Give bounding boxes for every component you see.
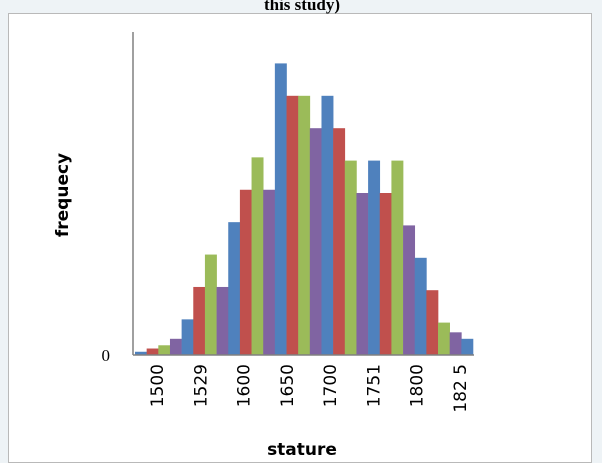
histogram-bar — [204, 254, 217, 355]
histogram-bar — [403, 225, 416, 355]
histogram-bar — [344, 160, 357, 355]
histogram-bar — [263, 189, 276, 355]
histogram-bar — [321, 95, 334, 356]
histogram-bar — [169, 338, 182, 355]
histogram-bar — [251, 157, 264, 355]
histogram-bar — [228, 222, 241, 355]
x-tick-label: 1751 — [364, 364, 384, 407]
y-tick-label: 0 — [102, 346, 111, 365]
histogram-bar — [239, 189, 252, 355]
bar-group — [135, 63, 474, 356]
histogram-bar — [333, 128, 346, 355]
histogram-bar — [391, 160, 404, 355]
histogram-bar — [461, 338, 474, 355]
y-axis-title: frequecy — [53, 153, 73, 237]
histogram-bar — [309, 128, 322, 355]
x-tick-labels: 1500 1529 1600 1650 1700 1751 1800 182 5 — [148, 364, 471, 413]
histogram-bar — [158, 345, 171, 355]
chart-title: this study) — [264, 0, 340, 14]
histogram-bar — [135, 351, 147, 355]
histogram-bar — [181, 319, 194, 355]
x-axis-title: stature — [267, 440, 337, 460]
histogram-bar — [414, 257, 427, 355]
histogram-bar — [274, 63, 287, 356]
histogram-bar — [216, 286, 229, 355]
histogram-bar — [286, 95, 299, 356]
x-tick-label: 1700 — [321, 364, 341, 407]
x-tick-label: 1650 — [278, 364, 298, 407]
histogram-bar — [298, 95, 311, 356]
x-tick-label: 1529 — [191, 364, 211, 407]
histogram-bar — [368, 160, 381, 355]
histogram-bar — [449, 332, 462, 355]
histogram-bar — [193, 286, 206, 355]
histogram-bar — [438, 322, 450, 355]
histogram-bar — [356, 193, 369, 355]
histogram-bar — [146, 348, 159, 355]
histogram-bar — [379, 193, 392, 355]
x-tick-label: 1800 — [408, 364, 428, 407]
x-tick-label: 182 5 — [451, 364, 471, 413]
x-tick-label: 1500 — [148, 364, 168, 407]
histogram-bar — [426, 290, 439, 355]
x-tick-label: 1600 — [235, 364, 255, 407]
